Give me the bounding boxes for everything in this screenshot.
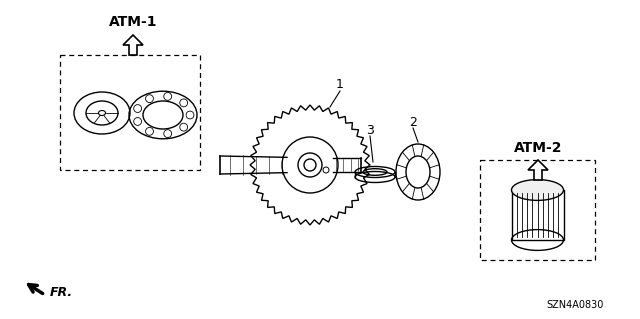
- Polygon shape: [528, 160, 548, 180]
- Polygon shape: [123, 35, 143, 55]
- Text: ATM-1: ATM-1: [109, 15, 157, 29]
- Text: 1: 1: [336, 78, 344, 92]
- Ellipse shape: [511, 180, 563, 200]
- Text: 3: 3: [366, 123, 374, 137]
- Text: 2: 2: [409, 115, 417, 129]
- Bar: [511, 190, 563, 240]
- Text: FR.: FR.: [50, 286, 73, 300]
- Text: SZN4A0830: SZN4A0830: [547, 300, 604, 310]
- Text: ATM-2: ATM-2: [514, 141, 563, 155]
- Bar: [480, 160, 595, 260]
- Bar: [60, 55, 200, 170]
